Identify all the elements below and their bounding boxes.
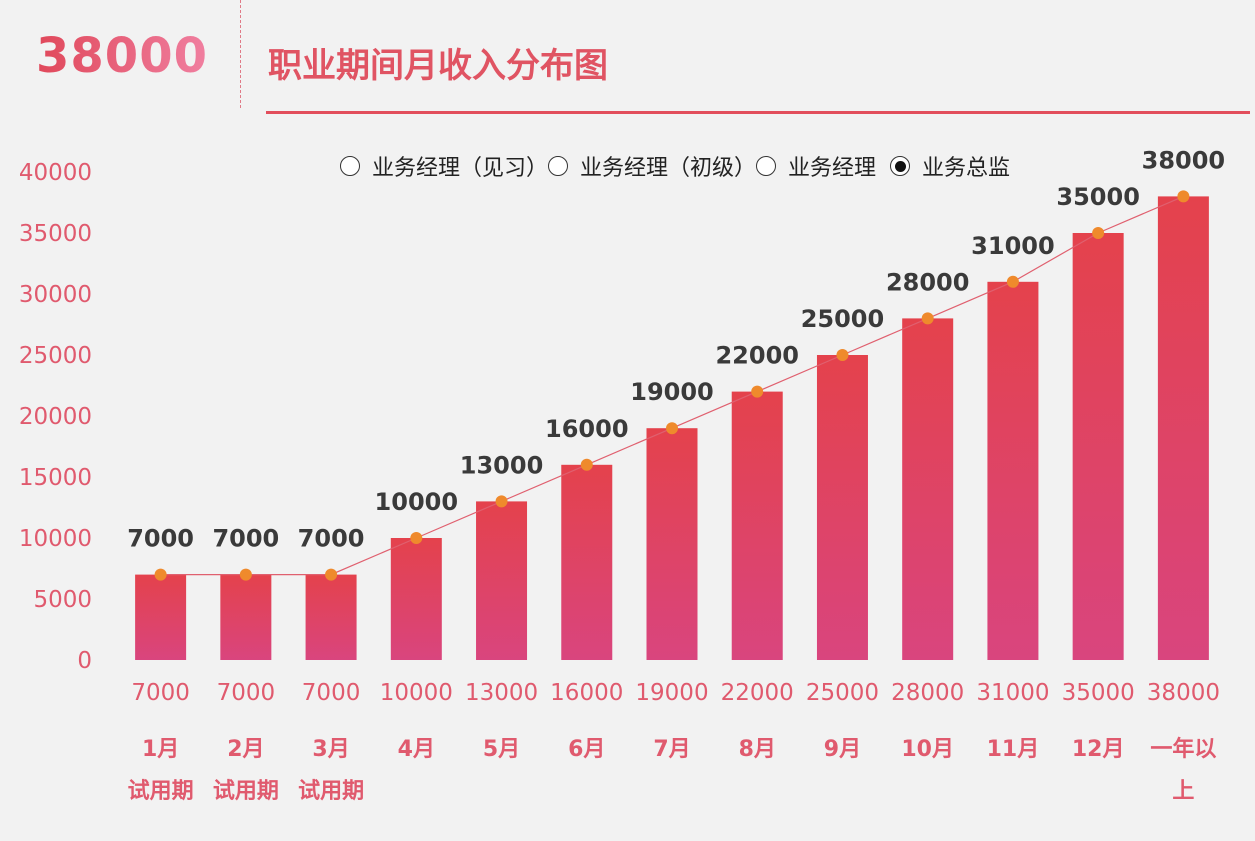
data-point — [154, 568, 167, 581]
axis-value-label: 13000 — [465, 680, 538, 706]
y-tick-label: 35000 — [19, 221, 92, 247]
value-label: 28000 — [886, 268, 970, 296]
value-label: 25000 — [801, 305, 885, 333]
role-option-label: 业务经理（见习） — [372, 156, 549, 181]
data-point — [1177, 190, 1190, 203]
x-category-label: 7月 — [653, 737, 690, 762]
y-tick-label: 40000 — [19, 160, 92, 186]
role-option-junior[interactable]: 业务经理（初级） — [548, 150, 756, 182]
x-category-label: 6月 — [568, 737, 605, 762]
axis-value-label: 10000 — [380, 680, 453, 706]
y-tick-label: 20000 — [19, 404, 92, 430]
value-label: 38000 — [1142, 146, 1226, 174]
y-tick-label: 15000 — [19, 465, 92, 491]
x-category-label: 一年以 — [1150, 736, 1216, 762]
bar — [1072, 233, 1124, 660]
x-category-label: 11月 — [987, 737, 1040, 762]
header-divider — [240, 0, 241, 108]
x-category-sublabel: 试用期 — [213, 779, 279, 804]
y-tick-label: 10000 — [19, 526, 92, 552]
data-point — [751, 385, 764, 398]
data-point — [1092, 227, 1105, 239]
y-tick-label: 0 — [77, 648, 92, 674]
value-label: 7000 — [127, 525, 194, 553]
value-label: 31000 — [971, 232, 1055, 260]
bar — [731, 391, 783, 660]
role-option-trainee[interactable]: 业务经理（见习） — [340, 150, 548, 182]
data-point — [921, 312, 934, 325]
role-option-label: 业务总监 — [922, 156, 1011, 181]
title-underline — [266, 111, 1250, 114]
x-category-sublabel: 上 — [1172, 779, 1194, 804]
x-category-label: 1月 — [142, 737, 179, 762]
x-category-sublabel: 试用期 — [298, 779, 364, 804]
data-point — [666, 422, 678, 435]
role-option-manager[interactable]: 业务经理 — [756, 150, 876, 182]
value-label: 35000 — [1056, 183, 1140, 211]
y-tick-label: 30000 — [19, 282, 92, 308]
bar — [305, 574, 357, 660]
data-point — [325, 568, 338, 581]
bar — [902, 318, 954, 660]
role-option-director[interactable]: 业务总监 — [890, 150, 1010, 182]
bar — [135, 574, 187, 660]
axis-value-label: 16000 — [550, 680, 623, 706]
value-label: 19000 — [630, 378, 714, 406]
value-label: 16000 — [545, 415, 629, 443]
axis-value-label: 25000 — [806, 680, 879, 706]
data-point — [580, 458, 593, 471]
chart-title: 职业期间月收入分布图 — [268, 46, 608, 86]
bar — [390, 538, 442, 660]
value-label: 7000 — [212, 525, 279, 553]
x-category-label: 2月 — [227, 737, 264, 762]
x-category-sublabel: 试用期 — [128, 779, 194, 804]
bar — [987, 281, 1039, 660]
data-point — [836, 349, 849, 361]
radio-icon — [548, 156, 569, 176]
axis-value-label: 35000 — [1062, 680, 1135, 706]
bar — [646, 428, 698, 660]
x-category-label: 3月 — [312, 737, 349, 762]
y-tick-label: 25000 — [19, 343, 92, 369]
bar — [1157, 196, 1209, 660]
axis-value-label: 28000 — [891, 680, 964, 706]
axis-value-label: 7000 — [302, 680, 361, 706]
value-label: 13000 — [460, 451, 544, 479]
data-point — [1006, 275, 1019, 288]
axis-value-label: 7000 — [217, 680, 276, 706]
axis-value-label: 7000 — [131, 680, 190, 706]
value-label: 7000 — [298, 525, 365, 553]
x-category-label: 10月 — [901, 737, 954, 762]
data-point — [239, 568, 252, 581]
axis-value-label: 22000 — [721, 680, 794, 706]
radio-icon — [756, 156, 777, 176]
x-category-label: 8月 — [739, 737, 776, 762]
value-label: 22000 — [715, 342, 799, 370]
role-selector: 业务经理（见习） 业务经理（初级） 业务经理 业务总监 — [340, 150, 1010, 182]
radio-icon — [340, 156, 360, 176]
x-category-label: 5月 — [483, 737, 520, 762]
x-category-label: 9月 — [824, 737, 861, 762]
bar — [561, 464, 613, 660]
role-option-label: 业务经理（初级） — [580, 156, 757, 181]
x-category-label: 12月 — [1072, 737, 1125, 762]
axis-value-label: 31000 — [976, 680, 1049, 706]
highlight-value: 38000 — [36, 28, 208, 84]
bar — [220, 574, 272, 660]
value-label: 10000 — [375, 488, 459, 516]
y-tick-label: 5000 — [33, 587, 92, 613]
role-option-label: 业务经理 — [788, 156, 877, 181]
radio-icon — [890, 156, 911, 176]
bar — [476, 501, 528, 660]
bar — [816, 355, 868, 660]
axis-value-label: 38000 — [1147, 680, 1220, 706]
data-point — [410, 532, 423, 544]
x-category-label: 4月 — [398, 737, 435, 762]
data-point — [495, 495, 508, 508]
axis-value-label: 19000 — [635, 680, 708, 706]
